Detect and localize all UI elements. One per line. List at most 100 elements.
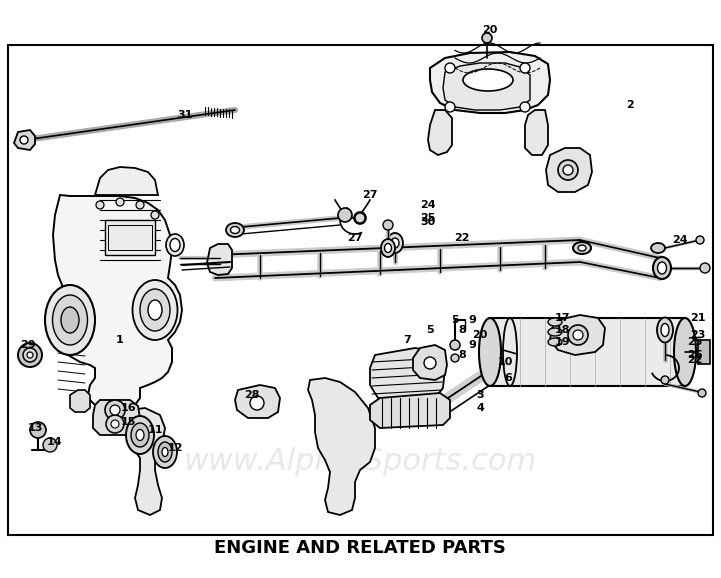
Text: 13: 13 (27, 423, 43, 433)
Circle shape (96, 201, 104, 209)
Circle shape (30, 422, 46, 438)
Ellipse shape (578, 245, 586, 251)
Circle shape (250, 396, 264, 410)
Polygon shape (308, 378, 375, 515)
Ellipse shape (381, 239, 395, 257)
Ellipse shape (131, 423, 149, 447)
Ellipse shape (548, 328, 562, 336)
Circle shape (111, 420, 119, 428)
Circle shape (482, 33, 492, 43)
Ellipse shape (463, 69, 513, 91)
Text: 5: 5 (426, 325, 434, 335)
Text: 25: 25 (420, 213, 435, 223)
Ellipse shape (153, 436, 177, 468)
Polygon shape (443, 63, 530, 110)
Polygon shape (95, 167, 158, 195)
Ellipse shape (658, 262, 666, 274)
Circle shape (573, 330, 583, 340)
Bar (698, 340, 710, 364)
Circle shape (136, 201, 144, 209)
Ellipse shape (226, 223, 244, 237)
Text: 6: 6 (504, 373, 512, 383)
Text: 15: 15 (120, 417, 136, 427)
Circle shape (110, 405, 120, 415)
Ellipse shape (61, 307, 79, 333)
Ellipse shape (548, 318, 562, 326)
Circle shape (450, 340, 460, 350)
Circle shape (355, 213, 365, 223)
Text: 8: 8 (458, 350, 466, 360)
Ellipse shape (166, 234, 184, 256)
Text: 31: 31 (177, 110, 193, 120)
Polygon shape (430, 52, 550, 113)
Circle shape (20, 136, 28, 144)
Polygon shape (550, 315, 605, 355)
Ellipse shape (391, 238, 399, 248)
Text: 30: 30 (420, 217, 435, 227)
Circle shape (451, 354, 459, 362)
Bar (105, 220, 155, 255)
Circle shape (354, 212, 366, 224)
Ellipse shape (162, 447, 168, 457)
Bar (108, 225, 152, 250)
Circle shape (106, 415, 124, 433)
Text: 7: 7 (403, 335, 411, 345)
Ellipse shape (53, 295, 87, 345)
Circle shape (520, 102, 530, 112)
Circle shape (698, 389, 706, 397)
Circle shape (700, 263, 710, 273)
Text: 25: 25 (687, 337, 703, 347)
Text: 14: 14 (47, 437, 63, 447)
Text: 21: 21 (690, 313, 706, 323)
Circle shape (383, 220, 393, 230)
Text: 16: 16 (120, 403, 136, 413)
Polygon shape (93, 400, 140, 435)
Circle shape (558, 160, 578, 180)
Ellipse shape (133, 280, 177, 340)
Text: 4: 4 (476, 403, 484, 413)
Text: 20: 20 (472, 330, 487, 340)
Ellipse shape (657, 317, 673, 343)
Ellipse shape (573, 242, 591, 254)
Ellipse shape (170, 239, 180, 251)
Text: 22: 22 (454, 233, 470, 243)
Polygon shape (428, 110, 452, 155)
Circle shape (696, 236, 704, 244)
Ellipse shape (479, 318, 501, 386)
Text: 27: 27 (348, 233, 363, 243)
Text: 27: 27 (362, 190, 378, 200)
Ellipse shape (661, 324, 669, 336)
Text: 8: 8 (458, 325, 466, 335)
Circle shape (18, 343, 42, 367)
Polygon shape (207, 244, 232, 275)
Circle shape (424, 357, 436, 369)
Text: 29: 29 (20, 340, 36, 350)
Ellipse shape (674, 318, 696, 386)
Text: 11: 11 (147, 425, 163, 435)
Circle shape (116, 198, 124, 206)
Text: 2: 2 (626, 100, 634, 110)
Circle shape (105, 400, 125, 420)
Ellipse shape (387, 233, 403, 253)
Text: 9: 9 (468, 340, 476, 350)
Polygon shape (546, 148, 592, 192)
Text: 24: 24 (420, 200, 435, 210)
Polygon shape (14, 130, 35, 150)
Text: 17: 17 (554, 313, 570, 323)
Polygon shape (70, 390, 90, 412)
Ellipse shape (126, 416, 154, 454)
Circle shape (563, 165, 573, 175)
Bar (490, 318, 685, 386)
Text: 28: 28 (244, 390, 260, 400)
Text: ENGINE AND RELATED PARTS: ENGINE AND RELATED PARTS (214, 539, 506, 557)
Ellipse shape (651, 243, 665, 253)
Circle shape (357, 215, 363, 221)
Ellipse shape (136, 429, 144, 440)
Ellipse shape (158, 442, 172, 462)
Circle shape (520, 63, 530, 73)
Ellipse shape (653, 257, 671, 279)
Circle shape (27, 352, 33, 358)
Text: 12: 12 (167, 443, 182, 453)
Text: 18: 18 (554, 325, 570, 335)
Text: 10: 10 (497, 357, 513, 367)
